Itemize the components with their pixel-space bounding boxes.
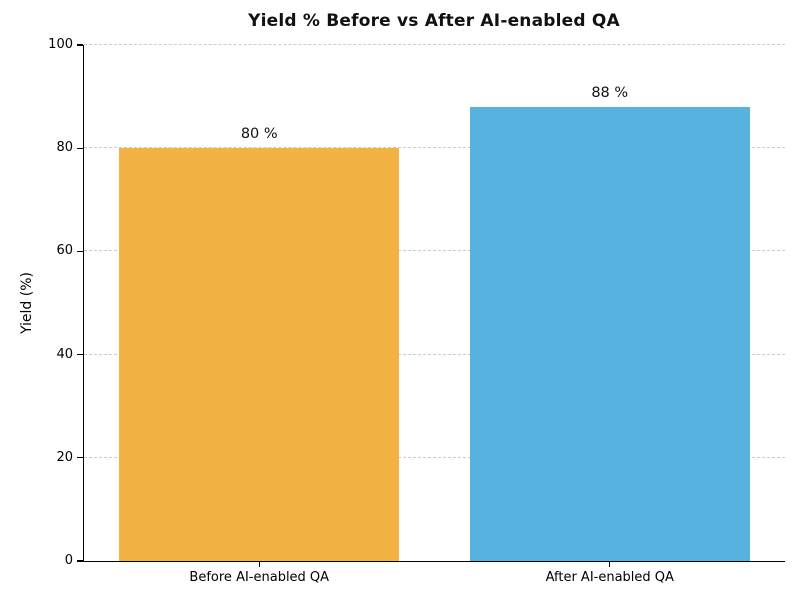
- chart-title: Yield % Before vs After AI-enabled QA: [248, 11, 620, 31]
- gridline: [84, 456, 785, 458]
- bar-group: 80 %: [119, 126, 400, 561]
- y-tick-mark: [76, 147, 83, 149]
- y-axis-label: Yield (%): [19, 271, 35, 335]
- y-tick-label: 80: [56, 140, 73, 156]
- y-tick-label: 20: [56, 449, 73, 465]
- bar: [119, 148, 400, 561]
- gridline: [84, 147, 785, 149]
- x-tick-mark: [258, 562, 260, 568]
- y-tick-mark: [76, 457, 83, 459]
- plot-area: 0 20 40 60 80 100 80 % Before AI-enabled QA 88 %…: [48, 37, 785, 585]
- gridline: [84, 353, 785, 355]
- y-tick-mark: [76, 44, 83, 46]
- y-tick-label: 100: [48, 37, 73, 52]
- y-tick-mark: [76, 560, 83, 562]
- bar: [469, 106, 750, 561]
- y-tick-label: 40: [56, 346, 73, 362]
- y-tick-mark: [76, 250, 83, 253]
- y-tick-label: 60: [56, 243, 73, 259]
- y-tick-label: 0: [64, 553, 73, 568]
- gridline: [84, 44, 785, 45]
- bar-value-label: 80 %: [240, 126, 278, 143]
- x-tick-mark: [609, 562, 611, 568]
- x-tick-label: Before AI-enabled QA: [189, 570, 330, 585]
- x-tick-label: After AI-enabled QA: [545, 570, 674, 585]
- bar-group: 88 %: [469, 85, 750, 561]
- gridline: [84, 250, 785, 252]
- bar-value-label: 88 %: [591, 84, 629, 101]
- y-tick-mark: [76, 353, 83, 356]
